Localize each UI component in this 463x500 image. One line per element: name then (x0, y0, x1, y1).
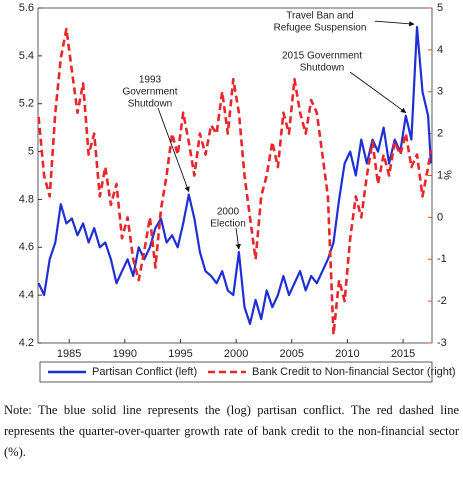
x-tick-label: 2015 (391, 348, 415, 360)
y-tick-label: 4.4 (19, 289, 34, 301)
y2-tick-label: 2 (437, 128, 443, 140)
annotation: 2000 (217, 207, 240, 218)
legend-label: Bank Credit to Non-financial Sector (rig… (252, 366, 456, 378)
y2-tick-label: 1 (437, 169, 443, 181)
annotation: Refugee Suspension (274, 23, 367, 34)
y2-tick-label: -1 (437, 253, 447, 265)
x-tick-label: 2010 (335, 348, 359, 360)
y2-tick-label: 4 (437, 44, 443, 56)
y2-axis-label: % (441, 170, 453, 180)
annotation: 1993 (139, 75, 162, 86)
annotation-arrow (349, 71, 407, 114)
y-tick-label: 4.8 (19, 193, 34, 205)
series-line (37, 27, 433, 336)
y-tick-label: 5.2 (19, 98, 34, 110)
annotation: Travel Ban and (286, 11, 353, 22)
y-tick-label: 5 (28, 145, 34, 157)
legend-label: Partisan Conflict (left) (92, 366, 197, 378)
y2-tick-label: -3 (437, 337, 447, 349)
y-tick-label: 4.2 (19, 337, 34, 349)
y2-tick-label: -2 (437, 295, 447, 307)
y-tick-label: 4.6 (19, 241, 34, 253)
x-tick-label: 1990 (113, 348, 137, 360)
annotation: Government (122, 87, 177, 98)
annotation: Shutdown (300, 63, 344, 74)
y-tick-label: 5.6 (19, 2, 34, 14)
x-tick-label: 1985 (57, 348, 81, 360)
note: Note: The blue solid line represents the… (4, 403, 459, 459)
chart: % 1985 1990 1995 2000 2005 2010 20154.24.44.64… (19, 2, 456, 383)
annotation-arrow (235, 227, 241, 250)
annotation: 2015 Government (282, 51, 362, 62)
y-tick-label: 5.4 (19, 50, 34, 62)
x-tick-label: 1995 (168, 348, 192, 360)
y2-tick-label: 5 (437, 2, 443, 14)
x-tick-label: 2000 (224, 348, 248, 360)
series-line (37, 26, 432, 325)
annotation: Shutdown (128, 99, 172, 110)
x-tick-label: 2005 (280, 348, 304, 360)
y2-tick-label: 0 (437, 211, 443, 223)
annotation: Election (210, 219, 246, 230)
annotation-arrow (157, 107, 190, 193)
y2-tick-label: 3 (437, 86, 443, 98)
annotation-arrow (374, 20, 415, 27)
